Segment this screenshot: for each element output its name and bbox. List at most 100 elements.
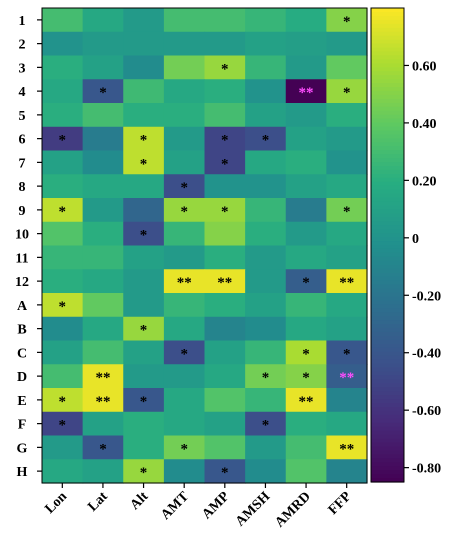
row-label: 9 [19, 204, 26, 219]
colorbar-segment [371, 355, 404, 361]
significance-marker: * [302, 275, 310, 291]
heatmap-cell [285, 221, 327, 247]
significance-marker: * [343, 14, 351, 30]
heatmap-cell [245, 8, 287, 33]
colorbar-segment [371, 276, 404, 282]
colorbar-segment [371, 237, 404, 242]
heatmap-cell [82, 103, 124, 128]
colorbar-tick-label: 0.20 [412, 174, 437, 189]
colorbar-tick-label: 0.40 [412, 117, 437, 132]
column-label: Alt [128, 489, 152, 513]
heatmap-cell [163, 221, 206, 247]
significance-marker: * [221, 156, 229, 172]
colorbar-segment [371, 79, 404, 84]
heatmap-cell [285, 55, 327, 80]
colorbar-segment [371, 347, 404, 353]
significance-marker: * [140, 156, 148, 172]
heatmap-cell [123, 435, 165, 460]
heatmap-cell [204, 316, 246, 342]
colorbar-segment [371, 426, 404, 432]
heatmap-cell [42, 150, 84, 175]
significance-marker: * [302, 346, 310, 362]
heatmap-cell [204, 55, 246, 80]
heatmap-cell [326, 340, 368, 365]
colorbar-segment [371, 150, 404, 155]
heatmap-cell [245, 293, 287, 318]
significance-marker: * [140, 465, 148, 481]
heatmap-cell [123, 198, 165, 223]
colorbar-segment [371, 94, 404, 100]
colorbar-segment [371, 118, 404, 124]
heatmap-cell [42, 293, 84, 318]
significance-marker: * [59, 204, 67, 220]
heatmap-cell [326, 103, 368, 128]
colorbar-segment [371, 221, 404, 226]
colorbar-segment [371, 67, 404, 72]
colorbar-segment [371, 316, 404, 321]
heatmap-cells [41, 7, 368, 484]
significance-marker: ** [217, 275, 232, 291]
heatmap-cell [163, 79, 206, 104]
colorbar-tick-label: -0.60 [412, 404, 441, 419]
heatmap-cell [42, 174, 84, 199]
colorbar-segment [371, 375, 404, 380]
heatmap-cell [82, 269, 124, 294]
heatmap-cell [285, 150, 327, 175]
significance-marker: * [99, 85, 107, 101]
colorbar-segment [371, 201, 404, 207]
colorbar-segment [371, 470, 404, 475]
colorbar-segment [371, 51, 404, 56]
heatmap-cell [82, 31, 124, 57]
heatmap-cell [326, 31, 368, 57]
colorbar-segment [371, 462, 404, 467]
colorbar-segment [371, 162, 404, 167]
heatmap-cell [82, 340, 124, 365]
column-label: Lon [42, 489, 70, 517]
significance-marker: ** [339, 275, 354, 291]
heatmap-cell [163, 269, 206, 294]
significance-marker: * [221, 465, 229, 481]
colorbar-segment [371, 189, 404, 195]
colorbar-segment [371, 434, 404, 440]
heatmap-cell [326, 269, 368, 294]
heatmap-cell [245, 340, 287, 365]
colorbar-segment [371, 371, 404, 376]
colorbar-segment [371, 217, 404, 222]
colorbar-segment [371, 418, 404, 424]
colorbar-segment [371, 87, 404, 92]
heatmap-cell [285, 388, 327, 413]
heatmap-cell [42, 435, 84, 460]
significance-marker: * [180, 346, 188, 362]
colorbar-segment [371, 438, 404, 444]
row-label: E [17, 394, 26, 409]
row-label: 6 [19, 133, 26, 148]
heatmap-cell [42, 198, 84, 223]
heatmap-cell [326, 293, 368, 318]
colorbar-segment [371, 8, 404, 13]
row-label: G [17, 441, 28, 456]
heatmap-cell [42, 364, 84, 389]
significance-marker: ** [339, 370, 354, 386]
significance-marker: * [221, 133, 229, 149]
heatmap-cell [123, 8, 165, 33]
heatmap-cell [204, 293, 246, 318]
heatmap-cell [204, 174, 246, 199]
heatmap-cell [82, 55, 124, 80]
heatmap-cell [42, 126, 84, 152]
column-label: AMT [158, 489, 192, 523]
heatmap-cell [163, 8, 206, 33]
row-label: F [18, 418, 27, 433]
heatmap-cell [163, 174, 206, 199]
heatmap-cell [326, 245, 368, 270]
colorbar: 0.60 0.40 0.20 0 -0.20 -0.40 -0.60 -0.80 [370, 7, 441, 483]
column-label: AMSH [233, 489, 273, 529]
heatmap-cell [82, 8, 124, 33]
row-label: 4 [19, 85, 26, 100]
heatmap-cell [42, 411, 84, 437]
heatmap-cell [204, 150, 246, 175]
colorbar-segment [371, 209, 404, 214]
colorbar-segment [371, 83, 404, 88]
colorbar-segment [371, 197, 404, 203]
heatmap-cell [204, 31, 246, 57]
